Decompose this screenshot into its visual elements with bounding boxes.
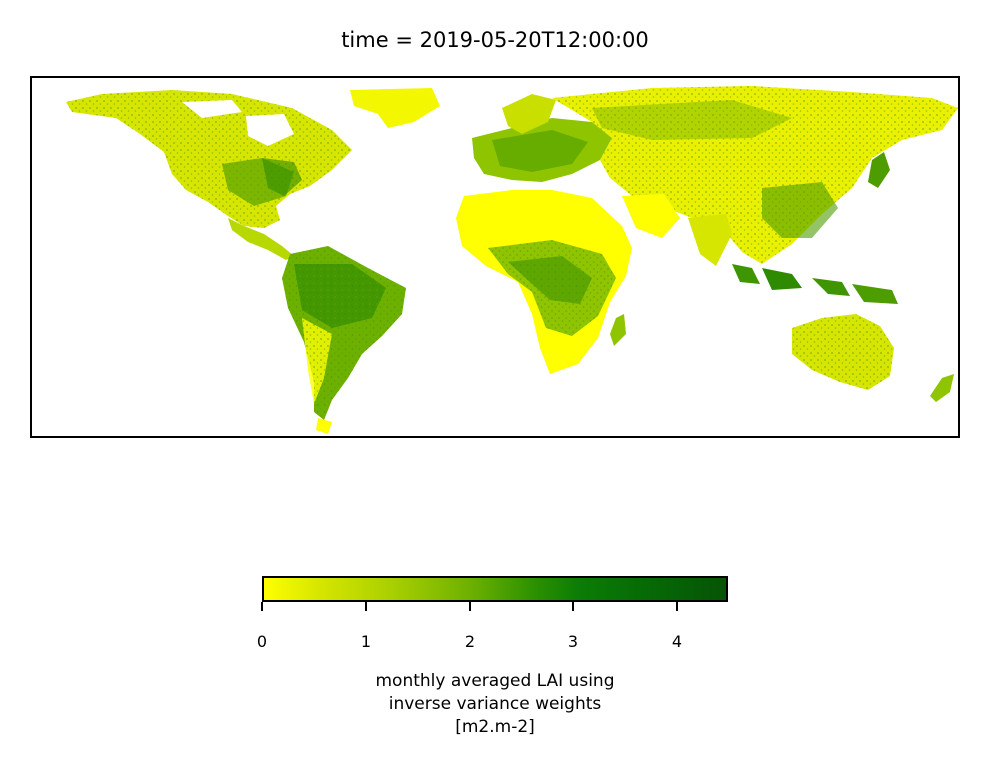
japan <box>868 152 890 188</box>
madagascar <box>610 314 626 346</box>
colorbar-label: monthly averaged LAI using inverse varia… <box>0 670 990 739</box>
colorbar-tick <box>469 602 471 611</box>
plot-title: time = 2019-05-20T12:00:00 <box>341 28 649 52</box>
central-america <box>228 218 294 260</box>
colorbar-tick-label: 3 <box>567 632 579 651</box>
new-zealand <box>930 374 954 402</box>
colorbar-tick <box>676 602 678 611</box>
india <box>688 214 732 266</box>
colorbar-tick-label: 1 <box>360 632 372 651</box>
colorbar-tick <box>572 602 574 611</box>
world-map <box>66 86 958 434</box>
map-frame <box>30 76 960 438</box>
colorbar-label-line: monthly averaged LAI using <box>375 671 615 691</box>
greenland <box>350 88 440 128</box>
colorbar-tick <box>261 602 263 611</box>
arabia <box>622 194 680 238</box>
colorbar-tick-label: 0 <box>256 632 268 651</box>
colorbar <box>262 576 728 602</box>
colorbar-tick-label: 2 <box>464 632 476 651</box>
colorbar-tick-label: 4 <box>671 632 683 651</box>
colorbar-tick <box>365 602 367 611</box>
colorbar-label-line: [m2.m-2] <box>455 717 535 737</box>
scandinavia <box>502 94 556 134</box>
hudson-bay <box>246 114 294 146</box>
colorbar-label-line: inverse variance weights <box>388 694 602 714</box>
